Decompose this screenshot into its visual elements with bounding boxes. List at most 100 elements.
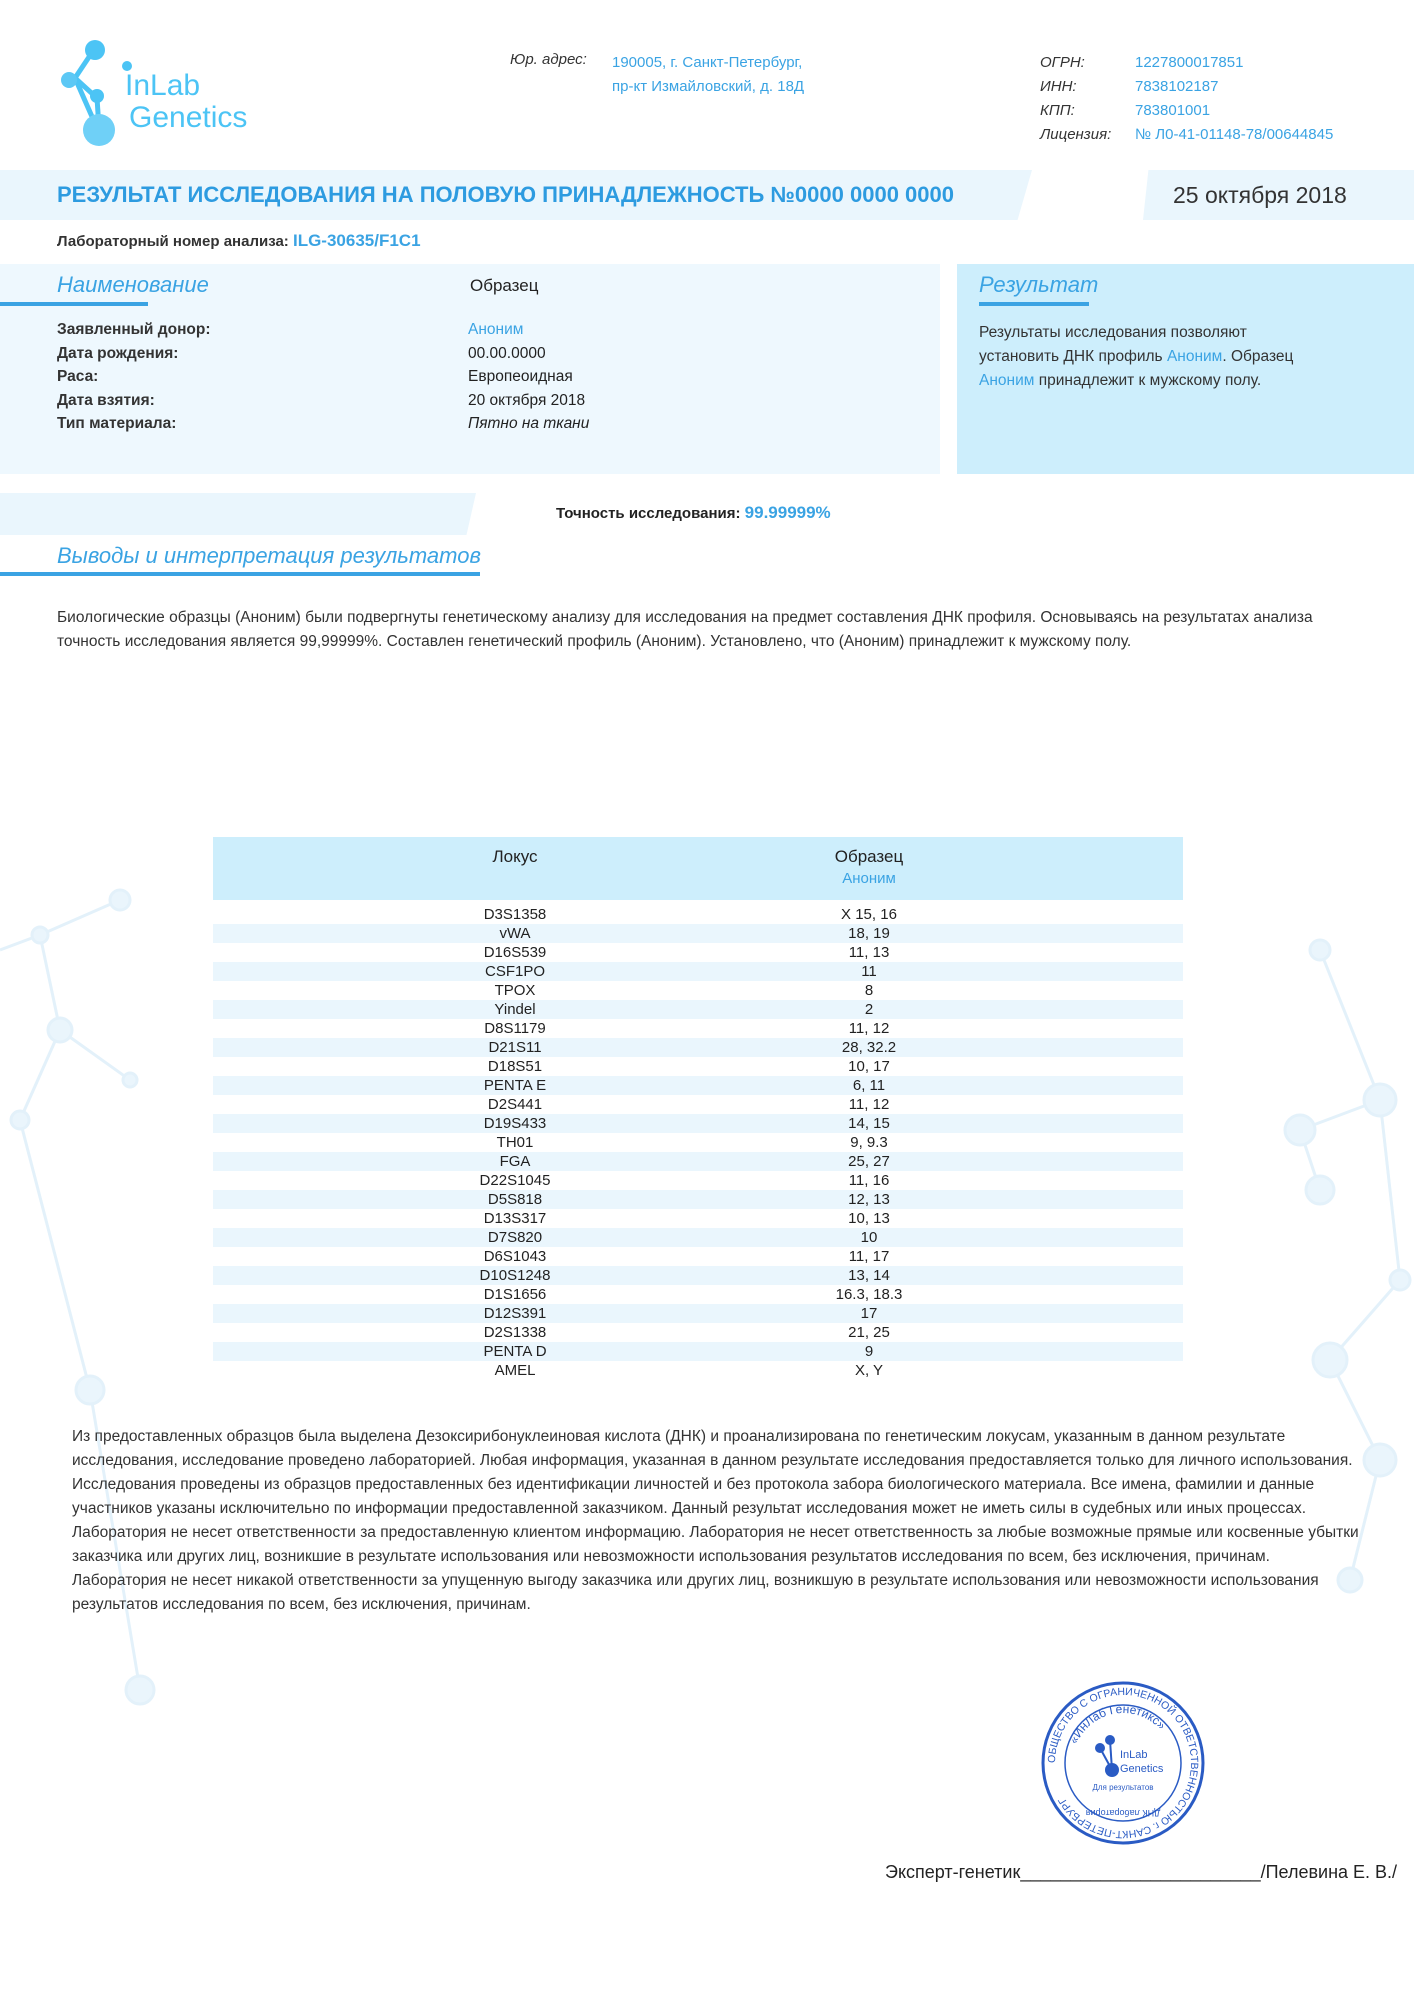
locus-cell: D7S820 <box>487 1229 543 1246</box>
sample-cell: 2 <box>864 1001 874 1018</box>
info-label: Дата рождения: <box>57 344 179 362</box>
info-label: Тип материала: <box>57 415 177 432</box>
sample-cell: 25, 27 <box>848 1153 890 1170</box>
signature-line: Эксперт-генетик________________________/… <box>885 1862 1398 1882</box>
info-label: Заявленный донор: <box>57 321 211 338</box>
sample-cell: 10 <box>860 1229 878 1246</box>
sample-cell: 12, 13 <box>848 1191 890 1208</box>
sample-cell: X, Y <box>854 1362 884 1379</box>
sample-cell: 21, 25 <box>848 1324 890 1341</box>
sample-cell: 16.3, 18.3 <box>835 1286 903 1303</box>
table-row: TH01 9, 9.3 <box>213 1133 1183 1152</box>
company-id-row: Лицензия: № Л0-41-01148-78/00644845 <box>1040 123 1333 147</box>
sample-cell: 9 <box>864 1343 874 1360</box>
svg-text:Genetics: Genetics <box>1120 1763 1164 1775</box>
conclusions-text: Биологические образцы (Аноним) были подв… <box>57 609 1313 650</box>
info-value: 20 октября 2018 <box>468 391 586 409</box>
locus-cell: vWA <box>499 925 531 942</box>
table-row: D10S1248 13, 14 <box>213 1266 1183 1285</box>
document-title: РЕЗУЛЬТАТ ИССЛЕДОВАНИЯ НА ПОЛОВУЮ ПРИНАД… <box>57 182 954 207</box>
info-label: Дата взятия: <box>57 391 155 409</box>
table-row: D6S1043 11, 17 <box>213 1247 1183 1266</box>
table-header: Локус Образец Аноним <box>213 837 1183 900</box>
title-band <box>0 170 1032 220</box>
info-value: Аноним <box>468 321 524 338</box>
locus-cell: TPOX <box>494 982 536 999</box>
id-label: ОГРН: <box>1040 54 1085 71</box>
table-row: D21S11 28, 32.2 <box>213 1038 1183 1057</box>
locus-cell: D12S391 <box>483 1305 547 1322</box>
table-row: D16S539 11, 13 <box>213 943 1183 962</box>
table-row: D22S1045 11, 16 <box>213 1171 1183 1190</box>
locus-cell: FGA <box>499 1153 531 1170</box>
locus-cell: D5S818 <box>487 1191 543 1208</box>
company-id-row: ИНН: 7838102187 <box>1040 75 1333 99</box>
locus-cell: TH01 <box>496 1134 534 1151</box>
sample-cell: 8 <box>864 982 874 999</box>
sample-cell: 9, 9.3 <box>850 1134 888 1151</box>
locus-cell: D2S441 <box>487 1096 543 1113</box>
info-label: Раса: <box>57 368 99 385</box>
table-row: D7S820 10 <box>213 1228 1183 1247</box>
conclusions-heading: Выводы и интерпретация результатов <box>57 543 481 568</box>
table-row: PENTA E 6, 11 <box>213 1076 1183 1095</box>
id-value: № Л0-41-01148-78/00644845 <box>1135 126 1334 143</box>
table-row: PENTA D 9 <box>213 1342 1183 1361</box>
company-ids: ОГРН: 1227800017851 ИНН: 7838102187 КПП: 7838… <box>1040 51 1333 147</box>
table-row: D19S433 14, 15 <box>213 1114 1183 1133</box>
date-band <box>1143 170 1414 220</box>
table-row: TPOX 8 <box>213 981 1183 1000</box>
lab-number: Лабораторный номер анализа: ILG-30635/F1… <box>57 231 421 250</box>
locus-cell: AMEL <box>494 1362 536 1379</box>
locus-cell: D18S51 <box>487 1058 543 1075</box>
info-value: 00.00.0000 <box>468 344 546 362</box>
id-value: 7838102187 <box>1135 78 1219 95</box>
company-stamp: ОБЩЕСТВО С ОГРАНИЧЕННОЙ ОТВЕТСТВЕННОСТЬЮ… <box>1040 1680 1206 1846</box>
id-value: 783801001 <box>1135 102 1211 119</box>
locus-cell: D10S1248 <box>479 1267 551 1284</box>
sample-cell: 14, 15 <box>848 1115 890 1132</box>
accuracy-band <box>0 493 476 535</box>
result-panel: Результат Результаты исследования позвол… <box>957 264 1414 474</box>
id-label: ИНН: <box>1040 78 1077 95</box>
table-row: D1S1656 16.3, 18.3 <box>213 1285 1183 1304</box>
table-row: D18S51 10, 17 <box>213 1057 1183 1076</box>
sample-cell: 17 <box>860 1305 878 1322</box>
result-text: Результаты исследования позволяют устано… <box>979 324 1294 389</box>
table-row: vWA 18, 19 <box>213 924 1183 943</box>
sample-cell: 10, 13 <box>848 1210 890 1227</box>
locus-cell: D16S539 <box>483 944 547 961</box>
locus-cell: D6S1043 <box>483 1248 547 1265</box>
sample-cell: 10, 17 <box>848 1058 890 1075</box>
locus-cell: CSF1PO <box>484 963 545 980</box>
sample-cell: 11, 16 <box>848 1172 890 1189</box>
info-value: Европеоидная <box>468 368 573 385</box>
company-id-row: ОГРН: 1227800017851 <box>1040 51 1333 75</box>
svg-text:ДНК лаборатория: ДНК лаборатория <box>1086 1808 1161 1818</box>
address-label: Юр. адрес: <box>510 51 587 68</box>
locus-cell: D3S1358 <box>483 906 547 923</box>
svg-text:Для результатов: Для результатов <box>1092 1783 1153 1792</box>
table-row: Yindel 2 <box>213 1000 1183 1019</box>
sample-cell: 11, 13 <box>848 944 890 961</box>
table-row: D13S317 10, 13 <box>213 1209 1183 1228</box>
sample-cell: X 15, 16 <box>841 906 897 923</box>
sample-cell: 11, 12 <box>848 1096 890 1113</box>
locus-cell: D22S1045 <box>479 1172 551 1189</box>
locus-cell: PENTA E <box>483 1077 547 1094</box>
sample-cell: 11, 12 <box>848 1020 890 1037</box>
info-heading: Наименование <box>57 272 209 297</box>
result-heading: Результат <box>979 272 1099 297</box>
address-value: 190005, г. Санкт-Петербург, пр-кт Измайло… <box>612 54 805 95</box>
sample-column-heading: Образец <box>470 276 539 295</box>
locus-cell: D2S1338 <box>483 1324 547 1341</box>
sample-cell: 18, 19 <box>848 925 890 942</box>
table-row: D8S1179 11, 12 <box>213 1019 1183 1038</box>
id-label: КПП: <box>1040 102 1075 119</box>
svg-text:InLab: InLab <box>1120 1749 1148 1761</box>
table-row: FGA 25, 27 <box>213 1152 1183 1171</box>
company-logo: InLab Genetics <box>55 38 265 153</box>
table-row: D12S391 17 <box>213 1304 1183 1323</box>
company-id-row: КПП: 783801001 <box>1040 99 1333 123</box>
sample-cell: 11, 17 <box>848 1248 890 1265</box>
